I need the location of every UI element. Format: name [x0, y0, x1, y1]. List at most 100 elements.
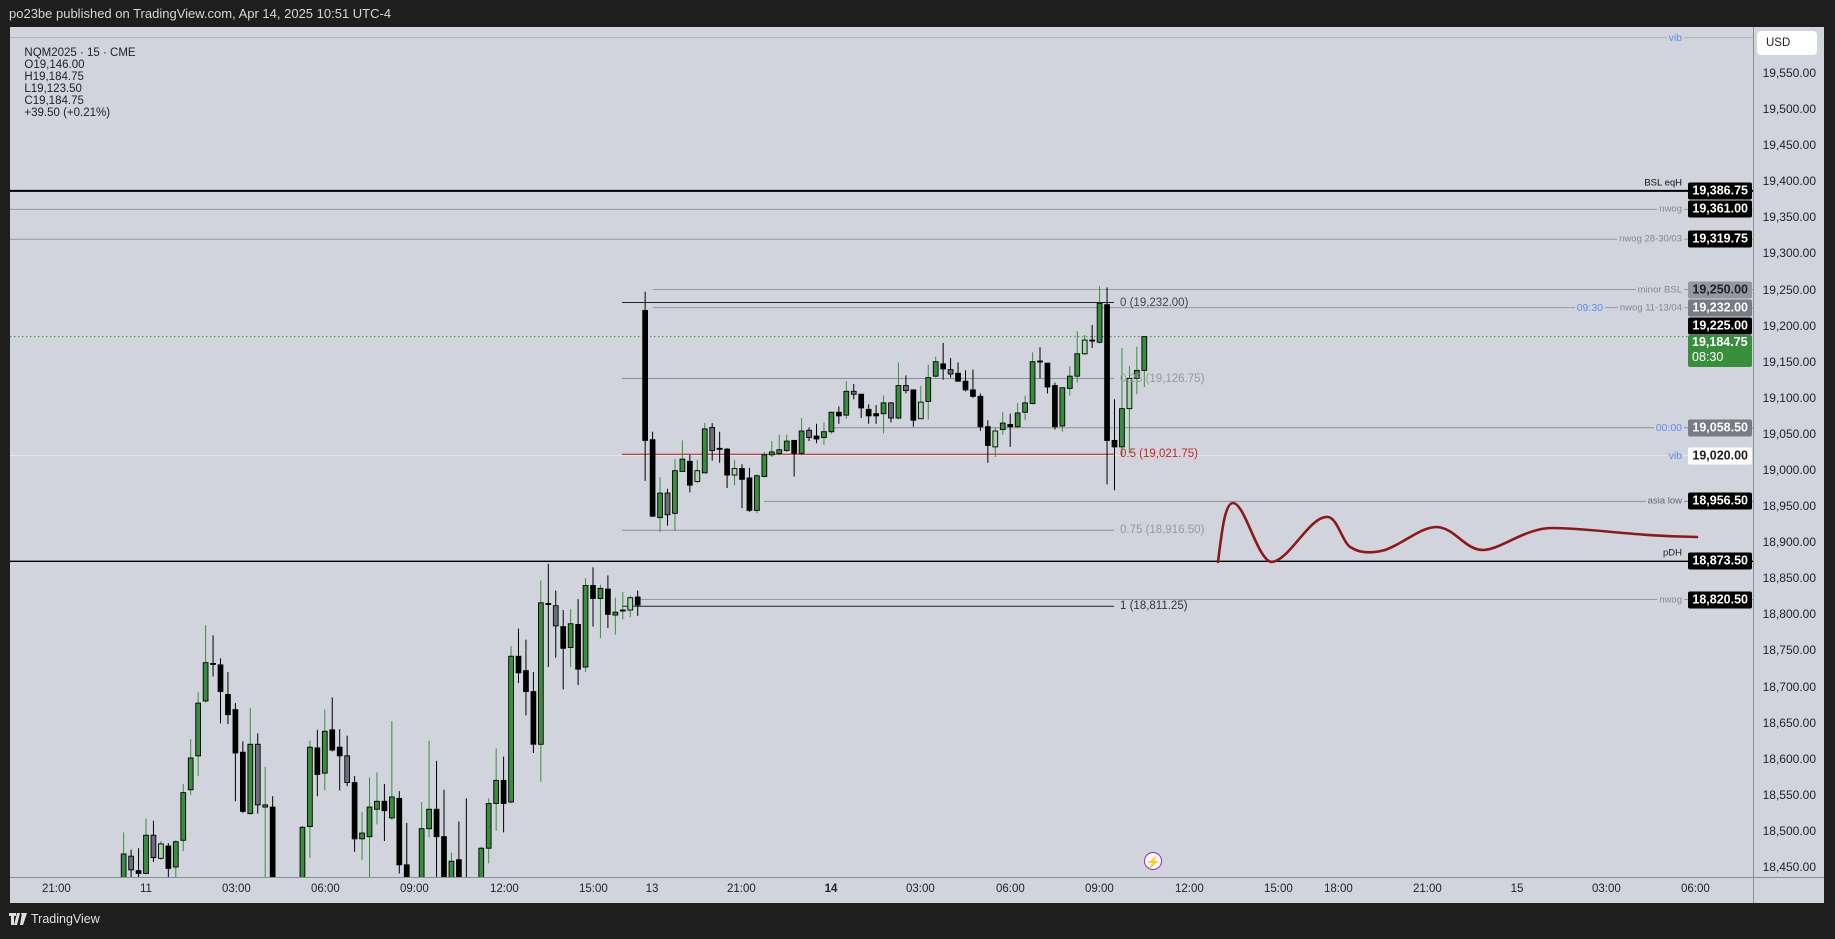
projection-path	[1216, 501, 1699, 564]
candle	[783, 434, 790, 452]
candle-body	[329, 729, 336, 751]
candle-body	[985, 426, 991, 446]
candle	[1126, 366, 1133, 454]
candle-body	[1089, 339, 1096, 342]
candle-body	[254, 743, 261, 806]
candle	[679, 440, 686, 472]
candle	[947, 358, 954, 378]
legend-symbol[interactable]: NQM2025 · 15 · CME	[24, 47, 136, 59]
candle-body	[1014, 412, 1021, 428]
candle-body	[464, 889, 469, 896]
candle	[464, 798, 469, 896]
candle	[143, 818, 149, 875]
candle	[850, 384, 857, 400]
candle-body	[172, 841, 179, 868]
price-label-box: 19,058.50	[1688, 419, 1752, 437]
candle	[99, 897, 104, 906]
candle	[1014, 402, 1021, 429]
candle	[106, 902, 111, 911]
publish-header: po23be published on TradingView.com, Apr…	[9, 6, 392, 21]
fib-label: 1 (18,811.25)	[1120, 600, 1188, 613]
time-tick: 12:00	[1175, 883, 1204, 895]
candle	[828, 411, 835, 434]
candle-body	[567, 623, 574, 649]
legend-low: L19,123.50	[24, 83, 82, 95]
candle	[359, 812, 365, 860]
candle-body	[471, 899, 476, 903]
candle	[433, 760, 440, 877]
candle	[716, 431, 723, 463]
legend-open: O19,146.00	[24, 59, 85, 71]
time-tick: 13	[645, 883, 659, 895]
candle-body	[560, 626, 567, 649]
candle-body	[515, 655, 522, 674]
candle	[560, 610, 567, 690]
candle-body	[374, 800, 380, 810]
candle-body	[977, 395, 984, 428]
candle	[709, 423, 716, 461]
price-tick: 18,650.00	[1762, 715, 1816, 730]
candle-body	[664, 492, 671, 516]
candle	[1096, 285, 1103, 344]
candle	[672, 459, 678, 531]
candle	[239, 741, 246, 813]
candle-body	[873, 413, 879, 417]
candle	[1007, 413, 1014, 447]
candle-body	[321, 730, 328, 774]
candle-body	[634, 596, 641, 606]
candle-body	[776, 449, 783, 454]
candle	[1119, 348, 1125, 457]
price-tick: 19,450.00	[1762, 138, 1816, 153]
candle-body	[701, 428, 708, 474]
price-label-value: 19,225.00	[1692, 318, 1748, 333]
candle	[739, 464, 745, 509]
price-label-value: 18,820.50	[1692, 592, 1748, 607]
candle	[530, 672, 537, 753]
price-tick: 19,200.00	[1762, 318, 1816, 333]
candle	[1074, 331, 1081, 383]
candle-body	[538, 602, 544, 745]
candle-body	[880, 402, 887, 415]
candle-body	[456, 859, 462, 877]
candle	[135, 848, 142, 877]
candle	[985, 420, 991, 463]
price-label-box: 18,820.50	[1688, 591, 1752, 609]
candle-body	[114, 907, 119, 909]
level-label: 00:00	[1653, 421, 1684, 434]
candle-body	[403, 864, 410, 877]
candle-body	[143, 834, 149, 874]
candle-body	[672, 470, 678, 514]
price-tick: 19,500.00	[1762, 102, 1816, 117]
candle	[701, 423, 708, 474]
candle	[664, 488, 671, 526]
candle	[247, 708, 254, 816]
candle	[321, 709, 328, 791]
candle-body	[746, 477, 753, 511]
candle-body	[932, 361, 939, 377]
candle-body	[485, 803, 492, 849]
lightning-icon[interactable]: ⚡	[1144, 852, 1162, 870]
candle	[523, 639, 529, 716]
candle-body	[761, 454, 768, 477]
candle	[761, 451, 768, 478]
candle-body	[412, 903, 417, 907]
candle	[768, 441, 775, 457]
candle-body	[970, 389, 976, 397]
currency-button[interactable]: USD	[1757, 31, 1817, 55]
candle-body	[992, 430, 999, 448]
candle-body	[1059, 387, 1066, 427]
footer-brand: TradingView	[31, 912, 100, 926]
price-tick: 18,450.00	[1762, 859, 1816, 874]
price-label-box: 19,319.75	[1688, 230, 1752, 248]
price-axis-border	[1753, 27, 1754, 903]
candle	[880, 395, 887, 434]
candle	[485, 798, 492, 864]
candle	[381, 783, 388, 841]
candle-body	[739, 468, 745, 480]
candle-body	[150, 834, 157, 859]
symbol-legend: NQM2025 · 15 · CME O19,146.00 H19,184.75…	[18, 35, 142, 119]
candle	[642, 291, 649, 481]
candle	[202, 625, 209, 703]
legend-change: +39.50 (+0.21%)	[24, 107, 111, 119]
